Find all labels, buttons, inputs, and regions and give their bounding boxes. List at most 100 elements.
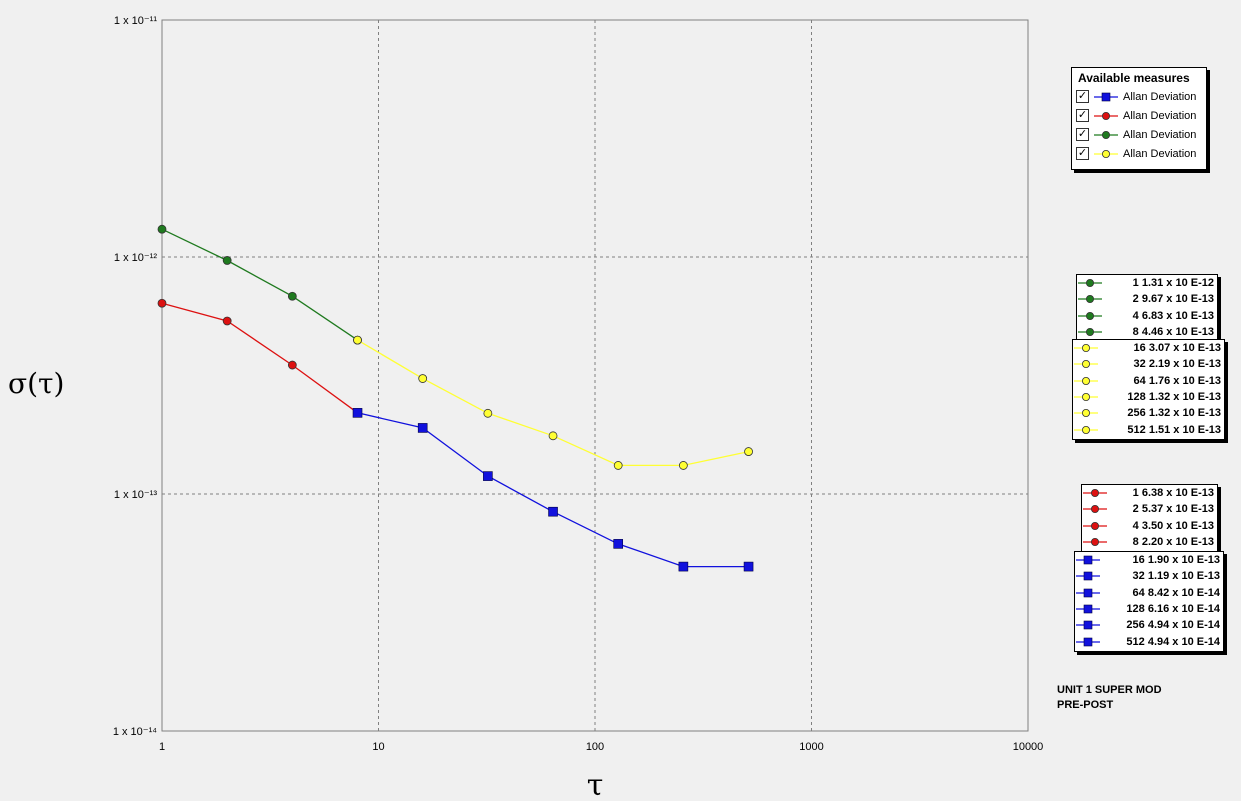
x-tick-label: 10 [372, 741, 384, 753]
data-point [678, 561, 689, 572]
value-text: 8 4.46 x 10 E-13 [1132, 326, 1214, 339]
measure-checkbox[interactable]: ✓ [1076, 109, 1089, 122]
value-row: 2 9.67 x 10 E-13 [1077, 291, 1217, 307]
series-symbol-icon [1093, 129, 1119, 141]
measure-checkbox[interactable]: ✓ [1076, 128, 1089, 141]
value-text: 64 8.42 x 10 E-14 [1132, 586, 1220, 599]
series-symbol-icon [1077, 277, 1103, 289]
data-point [548, 506, 558, 517]
measure-checkbox[interactable]: ✓ [1076, 147, 1089, 160]
value-text: 2 9.67 x 10 E-13 [1132, 293, 1214, 306]
series-symbol-icon [1082, 503, 1108, 515]
x-axis-title: τ [587, 768, 604, 801]
y-tick-label: 1 x 10⁻¹¹ [114, 15, 157, 27]
data-point [417, 423, 428, 433]
data-point [353, 335, 362, 345]
series-layer [157, 224, 754, 572]
values-box-yellow: 16 3.07 x 10 E-13 32 2.19 x 10 E-13 64 1.7… [1072, 339, 1225, 440]
data-point [548, 431, 558, 441]
series-symbol-icon [1075, 554, 1101, 566]
series-symbol-icon [1077, 310, 1103, 322]
series-symbol-icon [1073, 424, 1099, 436]
x-tick-label: 1000 [799, 741, 823, 753]
value-text: 4 6.83 x 10 E-13 [1132, 309, 1214, 322]
series-symbol-icon [1073, 342, 1099, 354]
value-row: 1 1.31 x 10 E-12 [1077, 275, 1217, 291]
value-text: 16 3.07 x 10 E-13 [1133, 342, 1221, 355]
data-point [287, 360, 297, 370]
value-text: 1 6.38 x 10 E-13 [1132, 487, 1214, 500]
value-row: 256 4.94 x 10 E-14 [1075, 617, 1223, 633]
note-line-1: UNIT 1 SUPER MOD [1057, 684, 1162, 696]
x-tick-labels: 1 10 100 1000 10000 [159, 741, 1043, 753]
value-text: 32 1.19 x 10 E-13 [1132, 570, 1220, 583]
series-symbol-icon [1075, 603, 1101, 615]
data-point [613, 539, 624, 549]
available-measures-title: Available measures [1078, 71, 1190, 85]
data-point [222, 316, 232, 326]
value-text: 256 1.32 x 10 E-13 [1127, 407, 1221, 420]
value-text: 128 1.32 x 10 E-13 [1127, 391, 1221, 404]
series-line-0 [161, 228, 358, 341]
series-symbol-icon [1073, 407, 1099, 419]
data-point [483, 471, 493, 481]
value-row: 64 8.42 x 10 E-14 [1075, 585, 1223, 601]
value-row: 256 1.32 x 10 E-13 [1073, 405, 1224, 421]
series-symbol-icon [1073, 375, 1099, 387]
series-symbol-icon [1073, 358, 1099, 370]
value-row: 64 1.76 x 10 E-13 [1073, 373, 1224, 389]
series-symbol-icon [1093, 91, 1119, 103]
measure-label: Allan Deviation [1123, 90, 1197, 103]
measure-item[interactable]: ✓ Allan Deviation [1072, 144, 1206, 163]
series-symbol-icon [1077, 293, 1103, 305]
series-symbol-icon [1082, 487, 1108, 499]
series-symbol-icon [1093, 110, 1119, 122]
measure-item[interactable]: ✓ Allan Deviation [1072, 125, 1206, 144]
data-point [222, 256, 232, 265]
series-line-2 [161, 302, 358, 414]
value-row: 512 4.94 x 10 E-14 [1075, 633, 1223, 649]
measure-checkbox[interactable]: ✓ [1076, 90, 1089, 103]
measure-label: Allan Deviation [1123, 128, 1197, 141]
value-text: 512 1.51 x 10 E-13 [1127, 423, 1221, 436]
value-text: 16 1.90 x 10 E-13 [1132, 554, 1220, 567]
note-line-2: PRE-POST [1057, 699, 1114, 711]
data-point [613, 461, 623, 470]
x-tick-label: 100 [586, 741, 604, 753]
value-text: 8 2.20 x 10 E-13 [1132, 536, 1214, 549]
y-tick-label: 1 x 10⁻¹² [114, 252, 157, 264]
value-row: 1 6.38 x 10 E-13 [1082, 485, 1217, 501]
value-row: 4 6.83 x 10 E-13 [1077, 308, 1217, 324]
value-text: 64 1.76 x 10 E-13 [1133, 374, 1221, 387]
data-point [157, 298, 167, 308]
series-symbol-icon [1075, 636, 1101, 648]
value-row: 512 1.51 x 10 E-13 [1073, 421, 1224, 437]
chart-note: UNIT 1 SUPER MOD PRE-POST [1057, 683, 1162, 713]
y-axis-title: σ(τ) [8, 367, 64, 400]
measure-label: Allan Deviation [1123, 147, 1197, 160]
series-symbol-icon [1075, 587, 1101, 599]
value-text: 512 4.94 x 10 E-14 [1126, 635, 1220, 648]
value-text: 256 4.94 x 10 E-14 [1126, 619, 1220, 632]
measure-item[interactable]: ✓ Allan Deviation [1072, 87, 1206, 106]
data-point [743, 561, 754, 572]
value-row: 128 1.32 x 10 E-13 [1073, 389, 1224, 405]
x-tick-label: 10000 [1013, 741, 1044, 753]
y-tick-label: 1 x 10⁻¹³ [114, 489, 157, 501]
series-symbol-icon [1082, 536, 1108, 548]
value-row: 32 1.19 x 10 E-13 [1075, 568, 1223, 584]
value-row: 8 2.20 x 10 E-13 [1082, 534, 1217, 550]
value-text: 32 2.19 x 10 E-13 [1133, 358, 1221, 371]
measure-item[interactable]: ✓ Allan Deviation [1072, 106, 1206, 125]
values-box-red: 1 6.38 x 10 E-13 2 5.37 x 10 E-13 4 3.50 x… [1081, 484, 1218, 552]
data-point [418, 374, 428, 383]
value-row: 32 2.19 x 10 E-13 [1073, 356, 1224, 372]
data-point [744, 447, 753, 456]
series-symbol-icon [1075, 570, 1101, 582]
value-row: 4 3.50 x 10 E-13 [1082, 518, 1217, 534]
data-point [678, 461, 688, 470]
value-row: 128 6.16 x 10 E-14 [1075, 601, 1223, 617]
values-box-blue: 16 1.90 x 10 E-13 32 1.19 x 10 E-13 64 8.4… [1074, 551, 1224, 652]
data-point [157, 224, 167, 234]
value-row: 8 4.46 x 10 E-13 [1077, 324, 1217, 340]
